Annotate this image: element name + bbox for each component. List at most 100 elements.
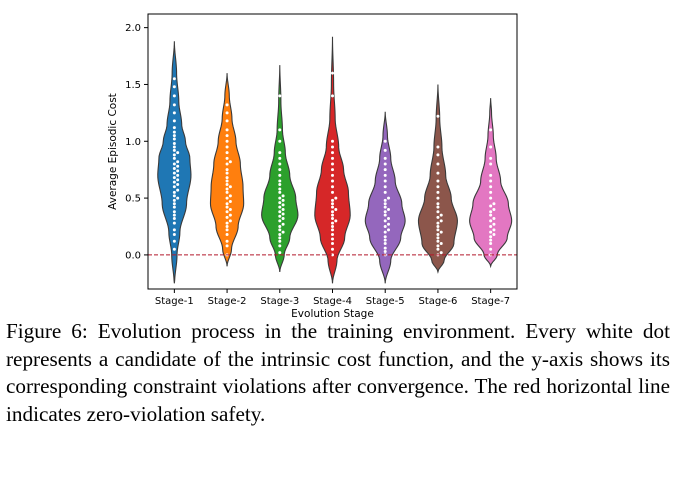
candidate-dot	[278, 156, 282, 160]
candidate-dot	[278, 196, 282, 200]
y-axis-label: Average Episodic Cost	[107, 93, 119, 210]
candidate-dot	[225, 239, 229, 243]
x-tick-label: Stage-6	[418, 296, 457, 307]
candidate-dot	[278, 128, 282, 132]
candidate-dot	[489, 213, 493, 217]
candidate-dot	[278, 219, 282, 223]
candidate-dot	[176, 178, 180, 182]
candidate-dot	[387, 207, 391, 211]
candidate-dot	[436, 202, 440, 206]
candidate-dot	[331, 225, 334, 228]
candidate-dot	[281, 198, 285, 202]
candidate-dot	[225, 179, 229, 183]
candidate-dot	[225, 162, 229, 166]
candidate-dot	[278, 210, 282, 214]
candidate-dot	[172, 142, 176, 146]
candidate-dot	[176, 169, 180, 173]
x-tick-label: Stage-1	[155, 296, 194, 307]
candidate-dot	[489, 196, 493, 200]
candidate-dot	[383, 205, 387, 209]
candidate-dot	[225, 128, 229, 132]
candidate-dot	[331, 173, 334, 177]
candidate-dot	[436, 228, 440, 232]
candidate-dot	[436, 145, 440, 149]
candidate-dot	[225, 221, 229, 225]
candidate-dot	[489, 185, 493, 189]
candidate-dot	[383, 139, 387, 143]
candidate-dot	[383, 238, 387, 242]
candidate-dot	[387, 196, 391, 200]
candidate-dot	[489, 230, 493, 234]
candidate-dot	[228, 194, 232, 198]
candidate-dot	[172, 228, 176, 232]
candidate-dot	[331, 179, 334, 183]
candidate-dot	[278, 228, 282, 232]
candidate-dot	[225, 151, 229, 155]
candidate-dot	[281, 230, 285, 234]
candidate-dot	[383, 202, 387, 206]
candidate-dot	[176, 188, 180, 192]
candidate-dot	[278, 239, 282, 243]
candidate-dot	[278, 205, 282, 209]
candidate-dot	[331, 247, 334, 251]
figure-caption: Figure 6: Evolution process in the train…	[6, 319, 670, 426]
candidate-dot	[172, 85, 176, 89]
candidate-dot	[172, 103, 176, 107]
candidate-dot	[225, 103, 229, 107]
candidate-dot	[383, 148, 387, 152]
candidate-dot	[172, 198, 176, 202]
candidate-dot	[492, 222, 496, 226]
candidate-dot	[225, 171, 229, 175]
candidate-dot	[278, 173, 282, 177]
candidate-dot	[225, 156, 229, 160]
candidate-dot	[281, 222, 285, 226]
candidate-dot	[436, 247, 440, 251]
candidate-dot	[228, 213, 232, 217]
candidate-dot	[436, 179, 440, 183]
candidate-dot	[172, 111, 176, 115]
candidate-dot	[331, 217, 334, 221]
candidate-dot	[383, 210, 387, 214]
candidate-dot	[228, 207, 232, 211]
candidate-dot	[383, 185, 387, 189]
candidate-dot	[281, 203, 285, 207]
candidate-dot	[492, 217, 496, 221]
candidate-dot	[331, 71, 334, 75]
candidate-dot	[172, 130, 176, 134]
candidate-dot	[172, 126, 176, 130]
candidate-dot	[383, 198, 387, 202]
candidate-dot	[172, 167, 176, 171]
candidate-dot	[172, 210, 176, 214]
candidate-dot	[278, 201, 282, 205]
candidate-dot	[439, 219, 443, 223]
candidate-dot	[278, 251, 282, 255]
candidate-dot	[278, 214, 282, 218]
candidate-dot	[278, 151, 282, 155]
y-tick-label: 2.0	[125, 23, 141, 34]
candidate-dot	[278, 162, 282, 166]
candidate-dot	[225, 190, 229, 194]
candidate-dot	[331, 228, 334, 232]
candidate-dot	[439, 230, 443, 234]
y-tick-label: 0.0	[125, 250, 141, 261]
candidate-dot	[278, 236, 282, 240]
candidate-dot	[489, 238, 493, 242]
candidate-dot	[383, 250, 387, 253]
candidate-dot	[334, 219, 338, 223]
candidate-dot	[281, 194, 285, 198]
candidate-dot	[172, 247, 176, 251]
candidate-dot	[383, 246, 387, 250]
candidate-dot	[492, 202, 496, 206]
x-tick-label: Stage-3	[260, 296, 299, 307]
candidate-dot	[172, 134, 176, 138]
violin-stage-5	[364, 111, 406, 284]
candidate-dot	[436, 236, 440, 240]
candidate-dot	[331, 210, 334, 214]
candidate-dot	[489, 235, 493, 239]
candidate-dot	[436, 225, 440, 228]
candidate-dot	[489, 204, 493, 208]
candidate-dot	[489, 128, 493, 132]
x-tick-label: Stage-7	[471, 296, 510, 307]
candidate-dot	[436, 185, 440, 189]
candidate-dot	[281, 212, 285, 216]
